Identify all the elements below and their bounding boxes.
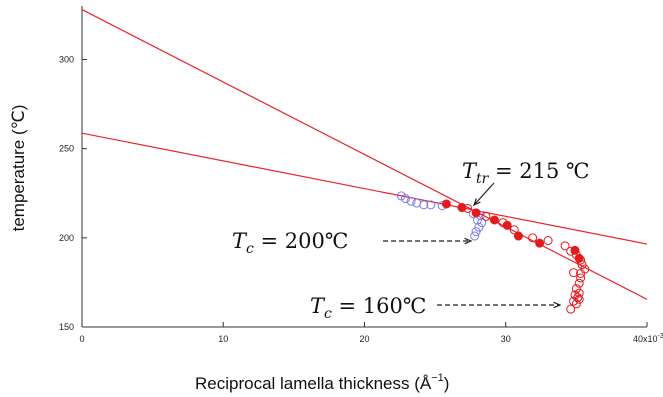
annotation-label: Tc = 160℃: [310, 294, 426, 322]
open-data-point: [571, 284, 581, 294]
annotation-value: = 215 ℃: [488, 159, 589, 183]
open-data-point: [477, 218, 487, 228]
annotation-symbol: T: [462, 159, 478, 183]
open-data-point: [426, 200, 436, 210]
x-tick-label-last: 40x10-3: [633, 333, 663, 344]
open-data-point: [474, 222, 484, 232]
open-data-point: [576, 269, 586, 278]
x-tick-label: 0: [79, 334, 84, 344]
open-data-point: [574, 294, 584, 304]
x-axis-label-main: Reciprocal lamella thickness (Å: [195, 374, 432, 393]
open-data-point: [481, 211, 491, 221]
annotation-subscript: c: [246, 241, 254, 257]
annotation-subscript: tr: [476, 171, 490, 187]
x-tick-label-last-sup: -3: [658, 333, 663, 340]
annotation-label: Ttr = 215 ℃: [462, 159, 590, 187]
annotation-value: = 200℃: [254, 229, 349, 253]
trend-line: [81, 9, 648, 300]
x-tick-label: 10: [218, 334, 228, 344]
x-tick-label: 30: [501, 334, 511, 344]
annotation-subscript: c: [324, 306, 332, 322]
y-axis-label: temperature (℃): [9, 105, 28, 232]
filled-data-point: [513, 231, 523, 241]
open-data-point: [406, 196, 416, 206]
trend-lines: [81, 9, 648, 300]
open-data-point: [471, 227, 481, 237]
y-tick-label: 250: [59, 144, 74, 154]
open-data-point: [463, 203, 473, 213]
trend-line: [81, 132, 648, 245]
x-tick-label: 20: [359, 334, 369, 344]
y-tick-label: 200: [59, 233, 74, 243]
open-data-point: [574, 288, 584, 298]
open-data-point: [412, 198, 422, 208]
open-data-point: [566, 304, 576, 314]
data-points: [396, 191, 590, 314]
annotation-arrow-head: [472, 198, 481, 207]
x-tick-label-last-main: 40x10: [633, 334, 658, 344]
open-data-point: [470, 231, 480, 241]
annotation-value: = 160℃: [332, 294, 427, 318]
open-data-point: [569, 268, 579, 278]
annotation-arrow-head: [553, 301, 562, 309]
annotation-arrow-line: [473, 182, 495, 206]
annotation-symbol: T: [310, 294, 326, 318]
open-data-point: [577, 260, 587, 270]
open-data-point: [543, 236, 553, 246]
filled-data-point: [535, 238, 545, 248]
filled-data-point: [441, 199, 451, 209]
x-axis-label-sup: −1: [431, 372, 444, 384]
y-tick-label: 150: [59, 322, 74, 332]
open-data-point: [509, 225, 519, 235]
open-data-point: [569, 296, 579, 306]
filled-data-point: [471, 208, 481, 218]
annotations: Ttr = 215 ℃Tc = 200℃Tc = 160℃: [232, 159, 590, 322]
open-data-point: [498, 218, 508, 228]
filled-data-point: [457, 203, 467, 213]
open-data-point: [571, 299, 581, 309]
open-data-point: [528, 233, 538, 243]
annotation-arrow-head: [464, 237, 473, 245]
filled-data-point: [489, 215, 499, 225]
axes: 150 200 250 300 0 10 20 30 40x10-3: [59, 6, 663, 344]
x-axis-label: Reciprocal lamella thickness (Å−1): [195, 372, 449, 393]
open-data-point: [576, 255, 586, 265]
annotation-label: Tc = 200℃: [232, 229, 348, 257]
open-data-point: [576, 273, 586, 283]
open-data-point: [419, 200, 429, 210]
open-data-point: [560, 241, 570, 251]
y-tick-label: 300: [59, 55, 74, 65]
open-data-point: [574, 278, 584, 288]
open-data-point: [400, 194, 410, 204]
annotation-symbol: T: [232, 229, 248, 253]
x-axis-label-close: ): [444, 374, 450, 393]
